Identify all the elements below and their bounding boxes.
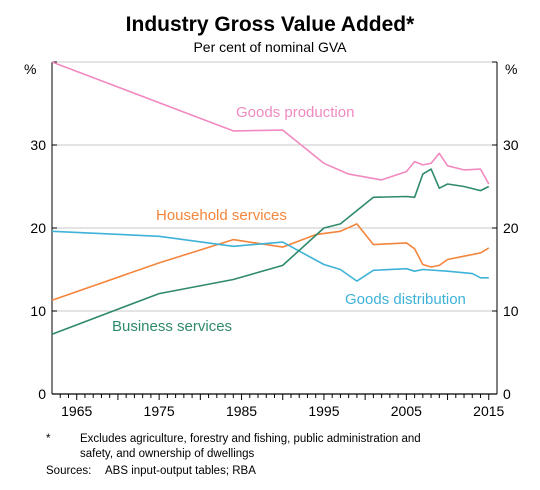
plot-area: 0 0 10 10 20 20 30 30 1965 1975 1985 1995 2005 2015 Go… [30,61,519,419]
footnote-marker: * [46,433,51,445]
y-axis-unit-right: % [505,61,517,77]
y-tick-label-left-20: 20 [30,220,46,236]
y-tick-label-left-10: 10 [30,303,46,319]
series-line-household-services [51,223,490,301]
series-label-business-services: Business services [112,318,232,335]
series-label-goods-distribution: Goods distribution [345,291,466,308]
y-axis-unit-left: % [24,61,36,77]
x-tick-label-1965: 1965 [61,403,92,419]
y-tick-label-right-20: 20 [503,220,519,236]
sources-text: ABS input-output tables; RBA [105,465,256,477]
x-tick-label-1995: 1995 [308,403,339,419]
chart-title: Industry Gross Value Added* [126,13,415,36]
y-tick-label-left-0: 0 [38,386,46,402]
series-line-goods-distribution [51,230,489,282]
y-tick-label-left-30: 30 [30,137,46,153]
series-line-business-services [51,168,490,335]
x-tick-label-1985: 1985 [226,403,257,419]
x-tick-label-2015: 2015 [473,403,504,419]
footnote-line-1: Excludes agriculture, forestry and fishi… [80,433,421,445]
y-tick-label-right-10: 10 [503,303,519,319]
series-line-goods-production [51,61,490,185]
footnote-line-2: safety, and ownership of dwellings [80,448,255,460]
y-tick-label-right-30: 30 [503,137,519,153]
chart-subtitle: Per cent of nominal GVA [193,39,347,55]
x-tick-label-2005: 2005 [391,403,422,419]
series-label-goods-production: Goods production [236,104,354,121]
sources-label: Sources: [46,465,92,477]
y-tick-label-right-0: 0 [503,386,511,402]
x-tick-label-1975: 1975 [144,403,175,419]
series-label-household-services: Household services [156,207,287,224]
